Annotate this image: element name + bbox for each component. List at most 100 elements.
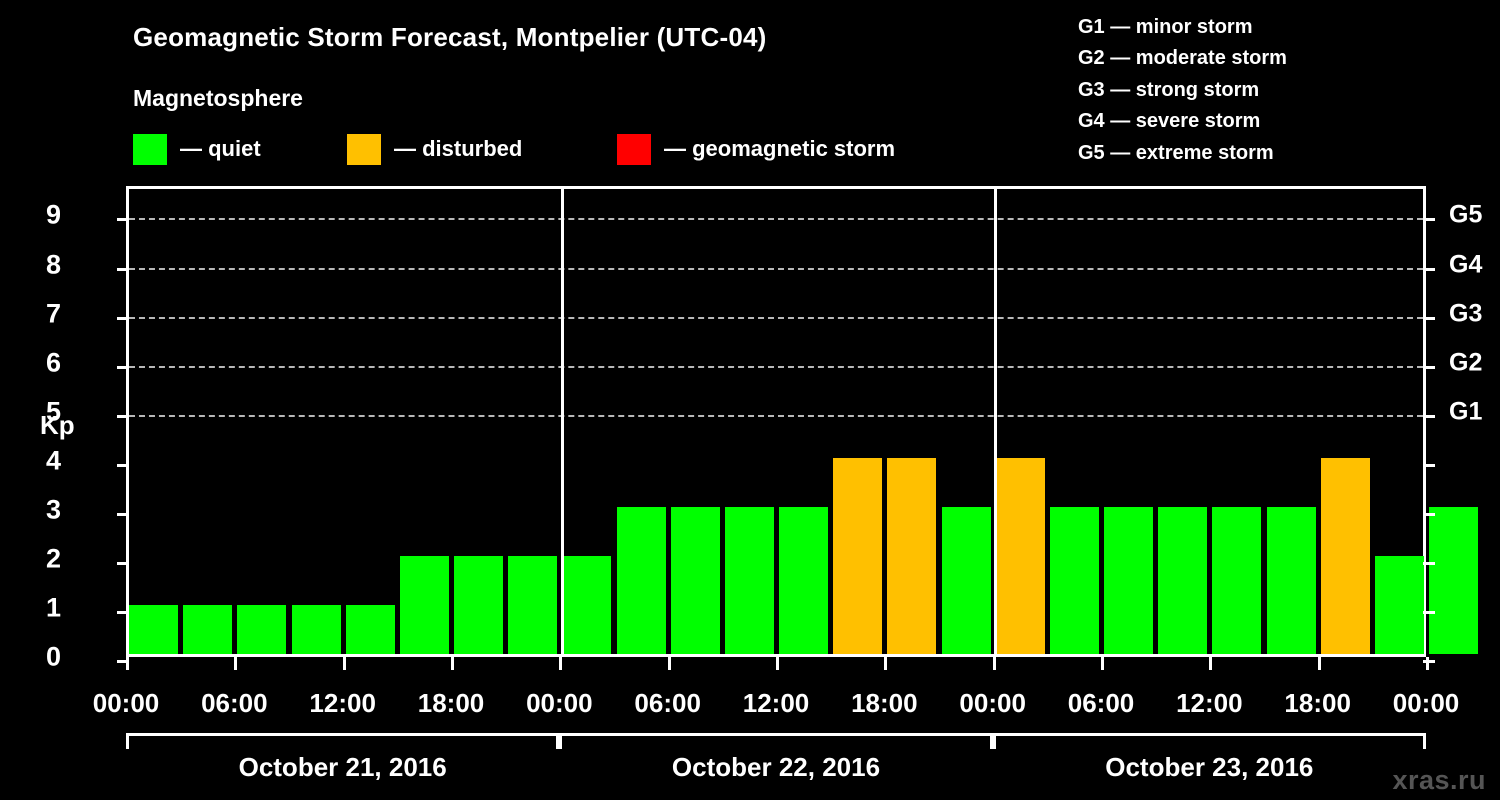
x-tick-label: 12:00 xyxy=(742,688,810,718)
x-tick-label: 06:00 xyxy=(201,688,268,718)
y-tick-label: 8 xyxy=(45,249,61,279)
y-tick-right xyxy=(1423,414,1435,418)
bar xyxy=(941,506,991,654)
y-tick xyxy=(117,463,129,467)
g-axis-label: G2 xyxy=(1449,348,1483,377)
bar xyxy=(345,604,395,654)
bar-series xyxy=(129,189,1479,654)
y-tick xyxy=(117,660,129,663)
bar xyxy=(1320,457,1370,654)
g-axis-label: G4 xyxy=(1449,250,1483,278)
g-axis-label: G5 xyxy=(1449,200,1483,229)
y-tick xyxy=(117,414,129,418)
x-tick xyxy=(234,657,238,670)
x-tick-label: 00:00 xyxy=(526,688,593,718)
bar xyxy=(399,555,449,654)
date-bracket xyxy=(992,733,1426,749)
x-tick-label: 18:00 xyxy=(1284,688,1351,718)
x-tick xyxy=(1426,657,1429,670)
gridline xyxy=(129,316,1423,319)
y-tick-label: 6 xyxy=(45,347,61,378)
y-axis-title: Kp xyxy=(40,410,75,440)
gridline xyxy=(129,365,1423,368)
legend-label: — disturbed xyxy=(394,136,523,161)
g-scale-row: G5 — extreme storm xyxy=(1078,141,1274,164)
bar xyxy=(237,604,287,654)
y-tick-right xyxy=(1423,610,1435,614)
y-tick-label: 5 xyxy=(45,396,61,427)
g-scale-row: G2 — moderate storm xyxy=(1078,47,1287,70)
x-tick xyxy=(126,657,129,670)
y-tick xyxy=(117,561,129,565)
y-tick xyxy=(117,316,129,320)
legend-item: — quiet xyxy=(133,133,261,165)
x-tick xyxy=(1317,657,1321,670)
gridline xyxy=(129,218,1423,221)
g-axis-label: G1 xyxy=(1449,397,1483,426)
chart-subtitle: Magnetosphere xyxy=(133,85,303,111)
date-label: October 21, 2016 xyxy=(238,752,447,782)
watermark: xras.ru xyxy=(1392,765,1486,795)
bar xyxy=(1049,506,1099,654)
x-tick-label: 00:00 xyxy=(92,688,160,718)
bar xyxy=(1374,555,1424,654)
legend-item: — geomagnetic storm xyxy=(617,133,895,165)
y-tick xyxy=(117,512,129,516)
y-tick-right xyxy=(1423,463,1435,467)
x-tick-label: 12:00 xyxy=(1176,688,1243,718)
x-tick-label: 12:00 xyxy=(309,688,376,718)
red-square-swatch xyxy=(617,133,651,165)
g-scale-row: G3 — strong storm xyxy=(1078,78,1260,101)
bar xyxy=(833,457,883,654)
legend-label: — geomagnetic storm xyxy=(664,136,896,161)
y-tick-right xyxy=(1423,218,1435,222)
y-tick-right xyxy=(1423,267,1435,271)
x-tick xyxy=(342,657,346,670)
date-bracket xyxy=(126,733,560,749)
x-tick-label: 06:00 xyxy=(1067,688,1135,718)
date-label: October 22, 2016 xyxy=(671,752,881,782)
y-tick-right xyxy=(1423,561,1435,565)
legend-label: — quiet xyxy=(180,136,261,161)
bar xyxy=(779,506,829,654)
x-tick xyxy=(1101,657,1104,670)
day-separator xyxy=(994,189,998,654)
bar-partial xyxy=(1429,506,1479,654)
gridline xyxy=(129,267,1423,270)
x-tick-label: 18:00 xyxy=(417,688,485,718)
bar xyxy=(1266,506,1316,654)
y-tick xyxy=(117,267,129,271)
bar xyxy=(129,604,179,654)
y-tick-label: 2 xyxy=(45,543,61,574)
green-square-swatch xyxy=(133,133,167,165)
y-tick-label: 4 xyxy=(45,445,61,476)
x-tick xyxy=(776,657,779,670)
bar xyxy=(724,506,774,654)
orange-square-swatch xyxy=(347,133,381,165)
x-tick xyxy=(884,657,888,670)
y-tick-label: 3 xyxy=(45,494,61,525)
y-tick-label: 7 xyxy=(45,298,61,329)
y-tick-right xyxy=(1423,660,1435,663)
y-tick-label: 9 xyxy=(45,199,61,230)
x-tick-label: 00:00 xyxy=(959,688,1026,718)
g-scale-row: G4 — severe storm xyxy=(1078,110,1261,133)
gridline xyxy=(129,414,1423,417)
bar xyxy=(291,604,341,654)
y-tick-label: 0 xyxy=(45,641,61,672)
y-tick-right xyxy=(1423,365,1435,369)
day-separator xyxy=(560,189,564,654)
bar xyxy=(995,457,1045,654)
x-tick-label: 06:00 xyxy=(634,688,701,718)
bar xyxy=(1158,506,1208,654)
date-bracket xyxy=(559,733,993,749)
x-tick-label: 00:00 xyxy=(1392,688,1460,718)
x-tick-label: 18:00 xyxy=(851,688,918,718)
bar xyxy=(1104,506,1154,654)
bar xyxy=(183,604,233,654)
y-tick-label: 1 xyxy=(45,592,61,623)
y-tick xyxy=(117,365,129,369)
page-title: Geomagnetic Storm Forecast, Montpelier (… xyxy=(133,22,767,52)
date-label: October 23, 2016 xyxy=(1105,752,1314,782)
